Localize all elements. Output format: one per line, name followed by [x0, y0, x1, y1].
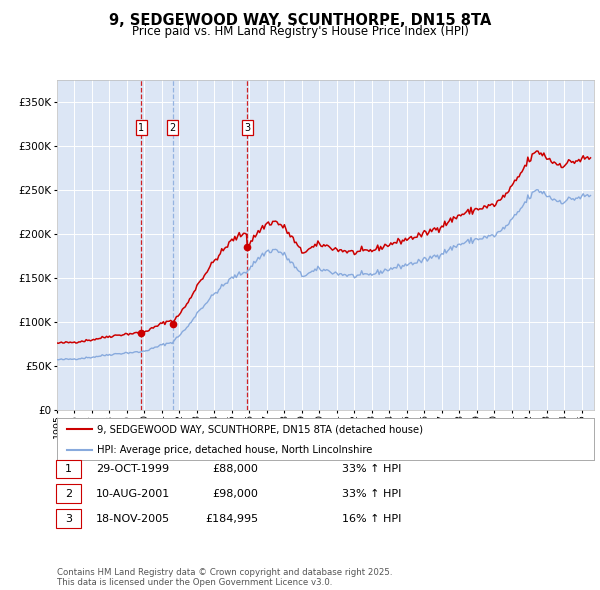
Text: 18-NOV-2005: 18-NOV-2005: [96, 514, 170, 523]
Text: 33% ↑ HPI: 33% ↑ HPI: [342, 464, 401, 474]
Text: 1: 1: [65, 464, 72, 474]
Text: £88,000: £88,000: [212, 464, 258, 474]
Text: Price paid vs. HM Land Registry's House Price Index (HPI): Price paid vs. HM Land Registry's House …: [131, 25, 469, 38]
Text: 10-AUG-2001: 10-AUG-2001: [96, 489, 170, 499]
Text: 2: 2: [169, 123, 176, 133]
Text: 33% ↑ HPI: 33% ↑ HPI: [342, 489, 401, 499]
Text: HPI: Average price, detached house, North Lincolnshire: HPI: Average price, detached house, Nort…: [97, 445, 373, 454]
Text: 9, SEDGEWOOD WAY, SCUNTHORPE, DN15 8TA: 9, SEDGEWOOD WAY, SCUNTHORPE, DN15 8TA: [109, 13, 491, 28]
Text: £98,000: £98,000: [212, 489, 258, 499]
Text: 9, SEDGEWOOD WAY, SCUNTHORPE, DN15 8TA (detached house): 9, SEDGEWOOD WAY, SCUNTHORPE, DN15 8TA (…: [97, 424, 423, 434]
Text: 29-OCT-1999: 29-OCT-1999: [96, 464, 169, 474]
Text: 16% ↑ HPI: 16% ↑ HPI: [342, 514, 401, 523]
Text: 1: 1: [139, 123, 145, 133]
Text: 2: 2: [65, 489, 72, 499]
Text: 3: 3: [65, 514, 72, 523]
Text: £184,995: £184,995: [205, 514, 258, 523]
Text: 3: 3: [244, 123, 250, 133]
Text: Contains HM Land Registry data © Crown copyright and database right 2025.
This d: Contains HM Land Registry data © Crown c…: [57, 568, 392, 587]
